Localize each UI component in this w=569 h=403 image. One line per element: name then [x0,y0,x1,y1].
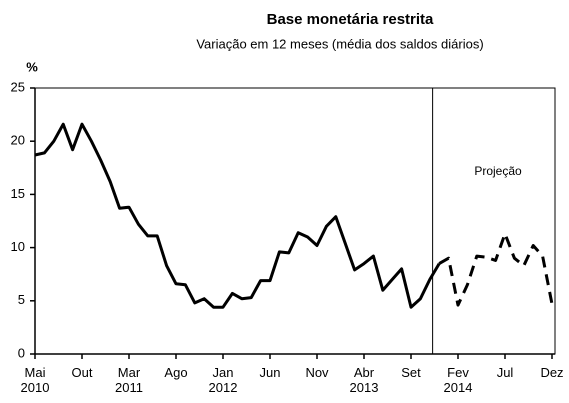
x-tick-label: Mai 2010 [20,365,50,395]
x-tick-label: Jan 2012 [208,365,238,395]
x-tick-label: Abr 2013 [349,365,379,395]
y-axis-label: % [26,59,38,74]
y-tick-label: 10 [11,239,25,254]
x-tick-label: Jul [496,365,514,380]
x-tick-label: Mar 2011 [115,365,143,395]
chart-title: Base monetária restrita [267,11,434,28]
annotation: Projeção [474,164,522,178]
x-tick-label: Ago [164,365,188,380]
data-line [34,122,441,309]
chart-subtitle: Variação em 12 meses (média dos saldos d… [196,36,483,51]
x-tick-label: Out [71,365,93,380]
y-tick-label: 15 [11,186,25,201]
y-tick-label: 25 [11,79,25,94]
plot-frame [34,87,556,355]
projection-line [438,232,554,307]
x-tick-label: Dez [540,365,564,380]
x-tick-label: Set [401,365,421,380]
y-tick-label: 0 [18,345,25,360]
x-tick-label: Jun [259,365,281,380]
x-tick-label: Fev 2014 [443,365,473,395]
x-tick-label: Nov [305,365,329,380]
y-tick-label: 20 [11,133,25,148]
y-tick-label: 5 [18,292,25,307]
